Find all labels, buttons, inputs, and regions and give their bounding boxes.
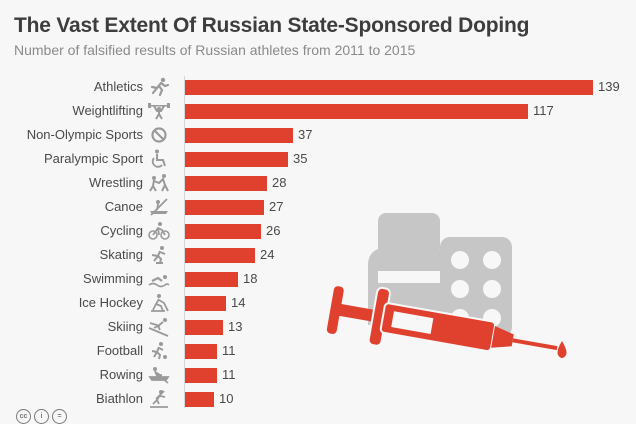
bar-row-paralympic-sport: Paralympic Sport 35 (0, 148, 636, 172)
bar (185, 320, 223, 335)
bar (185, 368, 217, 383)
value-label: 13 (228, 319, 243, 334)
blood-drop-icon (557, 341, 567, 358)
bar-row-ice-hockey: Ice Hockey 14 (0, 292, 636, 316)
bar (185, 224, 261, 239)
bicycle-icon (148, 222, 170, 240)
bar (185, 344, 217, 359)
skier-icon (148, 318, 169, 337)
category-label: Paralympic Sport (44, 151, 143, 166)
value-label: 18 (243, 271, 258, 286)
chart-subtitle: Number of falsified results of Russian a… (14, 42, 416, 58)
bar (185, 248, 255, 263)
bar (185, 200, 264, 215)
bar-row-weightlifting: Weightlifting 117 (0, 100, 636, 124)
category-label: Athletics (93, 79, 143, 94)
bar-row-non-olympic-sports: Non-Olympic Sports 37 (0, 124, 636, 148)
y-axis-line (184, 76, 185, 408)
bar-row-football: Football 11 (0, 340, 636, 364)
bar (185, 272, 238, 287)
bar (185, 152, 288, 167)
value-label: 28 (272, 175, 287, 190)
category-label: Rowing (99, 367, 143, 382)
bar (185, 392, 214, 407)
bar-row-swimming: Swimming 18 (0, 268, 636, 292)
cc-icon: cc (16, 409, 31, 424)
ice-hockey-icon (151, 294, 169, 312)
doping-illustration (324, 213, 567, 358)
bar-row-canoe: Canoe 27 (0, 196, 636, 220)
category-label: Swimming (83, 271, 143, 286)
nd-icon: = (52, 409, 67, 424)
category-label: Wrestling (89, 175, 143, 190)
bar-row-rowing: Rowing 11 (0, 364, 636, 388)
bar (185, 104, 528, 119)
category-label: Ice Hockey (78, 295, 143, 310)
value-label: 10 (219, 391, 234, 406)
runner-icon (150, 77, 170, 97)
category-label: Football (96, 343, 143, 358)
value-label: 37 (298, 127, 313, 142)
bar-row-athletics: Athletics 139 (0, 76, 636, 100)
bar-row-skiing: Skiing 13 (0, 316, 636, 340)
swimmer-icon (148, 275, 170, 288)
wheelchair-icon (151, 149, 166, 168)
bar-row-skating: Skating 24 (0, 244, 636, 268)
category-label: Weightlifting (72, 103, 143, 118)
bar (185, 128, 293, 143)
skater-icon (151, 246, 166, 264)
bar-row-wrestling: Wrestling 28 (0, 172, 636, 196)
value-label: 24 (260, 247, 275, 262)
value-label: 27 (269, 199, 284, 214)
bar-row-cycling: Cycling 26 (0, 220, 636, 244)
category-label: Cycling (100, 223, 143, 238)
category-label: Skiing (107, 319, 143, 334)
syringe-icon (324, 284, 558, 353)
value-label: 35 (293, 151, 308, 166)
chart-title: The Vast Extent Of Russian State-Sponsor… (14, 14, 530, 37)
bar-row-biathlon: Biathlon 10 (0, 388, 636, 412)
value-label: 26 (266, 223, 281, 238)
value-label: 11 (222, 367, 236, 382)
bar (185, 80, 593, 95)
by-icon: i (34, 409, 49, 424)
value-label: 139 (598, 79, 620, 94)
rowing-icon (148, 367, 170, 384)
canoe-icon (150, 198, 168, 216)
value-label: 11 (222, 343, 236, 358)
value-label: 117 (533, 103, 554, 118)
wrestlers-icon (149, 174, 169, 192)
football-icon (151, 342, 167, 360)
category-label: Skating (99, 247, 143, 262)
weightlifter-icon (148, 103, 170, 120)
prohibited-icon (151, 127, 167, 143)
value-label: 14 (231, 295, 246, 310)
creative-commons-license[interactable]: cc i = (16, 409, 67, 424)
category-label: Canoe (104, 199, 143, 214)
biathlon-icon (150, 390, 168, 408)
category-label: Non-Olympic Sports (26, 127, 143, 142)
bar (185, 296, 226, 311)
bar (185, 176, 267, 191)
category-label: Biathlon (96, 391, 143, 406)
